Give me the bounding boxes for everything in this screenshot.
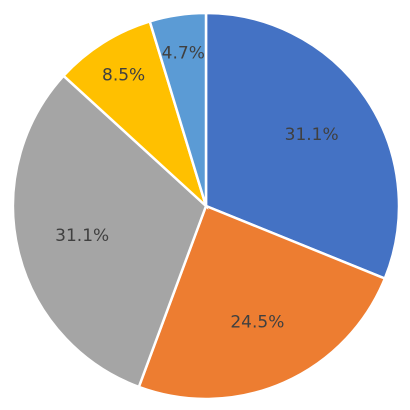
data-label: 31.1% <box>285 125 339 145</box>
data-label: 4.7% <box>162 43 205 63</box>
pie-slice <box>61 19 209 211</box>
pie-slice <box>204 11 401 281</box>
pie-slice <box>137 204 387 401</box>
pie-slice <box>11 74 208 389</box>
data-label: 31.1% <box>55 226 109 246</box>
data-label: 24.5% <box>230 313 284 333</box>
data-label: 8.5% <box>102 65 145 85</box>
pie-slice <box>148 11 208 207</box>
